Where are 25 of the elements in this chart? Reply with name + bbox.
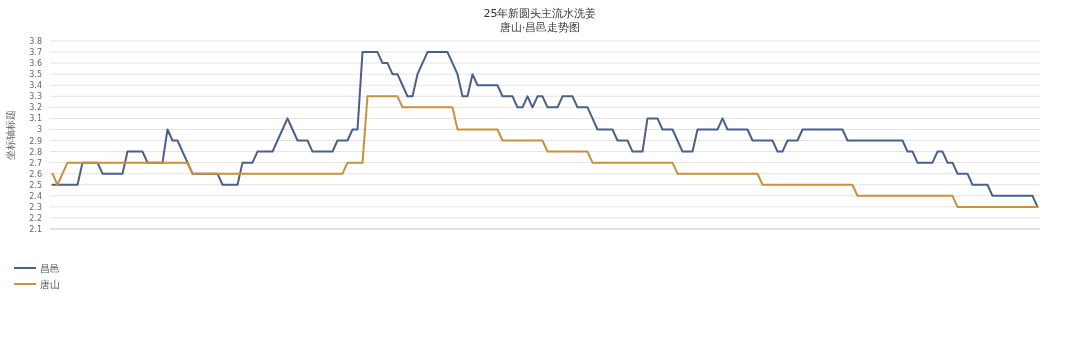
y-tick-label: 3.8 — [29, 37, 42, 46]
y-tick-label: 3.3 — [29, 92, 42, 102]
y-tick-label: 2.7 — [29, 158, 42, 168]
y-tick-label: 2.2 — [29, 213, 42, 223]
chart-subtitle: 唐山·昌邑走势图 — [499, 21, 581, 34]
y-tick-label: 2.4 — [29, 191, 42, 201]
y-axis-title: 坐标轴标题 — [5, 110, 16, 160]
y-tick-label: 3.6 — [29, 59, 42, 69]
y-tick-label: 2.3 — [29, 202, 42, 212]
y-tick-label: 3 — [36, 125, 42, 135]
y-tick-label: 3.5 — [29, 70, 42, 80]
y-tick-label: 3.7 — [29, 48, 42, 58]
line-series — [51, 95, 1039, 208]
legend-label: 昌邑 — [40, 263, 60, 274]
y-tick-label: 2.9 — [29, 136, 42, 146]
y-tick-label: 3.2 — [29, 103, 42, 113]
line-series — [51, 51, 1039, 208]
y-tick-label: 2.8 — [29, 147, 42, 157]
y-tick-label: 2.5 — [29, 180, 42, 190]
chart-title: 25年新圆头主流水洗姜 — [483, 7, 597, 20]
y-tick-label: 2.1 — [29, 225, 42, 234]
legend-label: 唐山 — [40, 279, 60, 290]
y-tick-label: 2.6 — [29, 169, 42, 179]
y-tick-label: 3.4 — [29, 81, 42, 91]
y-tick-label: 3.1 — [29, 114, 42, 124]
